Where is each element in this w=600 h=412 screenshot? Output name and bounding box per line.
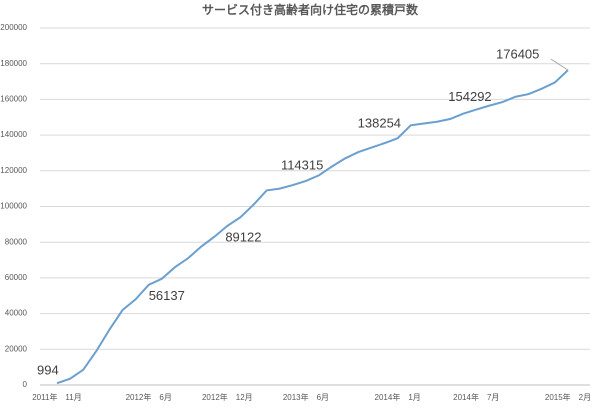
y-tick-label: 140000: [0, 130, 27, 139]
x-tick-label: 2011年 11月: [32, 392, 82, 402]
y-tick-label: 60000: [5, 273, 28, 282]
data-label: 89122: [225, 229, 261, 244]
y-tick-label: 40000: [5, 309, 28, 318]
y-tick-label: 120000: [0, 166, 27, 175]
leader-line: [550, 58, 569, 71]
y-tick-label: 20000: [5, 344, 28, 353]
x-tick-label: 2012年 6月: [126, 392, 172, 402]
x-tick-label: 2014年 1月: [375, 392, 421, 402]
y-tick-label: 0: [23, 380, 28, 389]
y-tick-label: 180000: [0, 59, 27, 68]
y-tick-label: 200000: [0, 23, 27, 32]
data-label: 176405: [496, 47, 539, 62]
data-label: 138254: [358, 116, 401, 131]
data-label: 994: [37, 363, 59, 378]
x-tick-label: 2013年 6月: [283, 392, 329, 402]
y-tick-label: 80000: [5, 237, 28, 246]
line-series: [56, 69, 569, 385]
x-tick-label: 2012年 12月: [202, 392, 253, 402]
data-label: 56137: [149, 288, 185, 303]
data-label: 154292: [448, 89, 491, 104]
chart-title: サービス付き高齢者向け住宅の累積戸数: [202, 2, 419, 17]
y-tick-label: 160000: [0, 95, 27, 104]
x-tick-label: 2015年 2月: [545, 392, 591, 402]
x-tick-label: 2014年 7月: [453, 392, 499, 402]
y-tick-label: 100000: [0, 202, 27, 211]
data-label: 114315: [281, 157, 323, 172]
